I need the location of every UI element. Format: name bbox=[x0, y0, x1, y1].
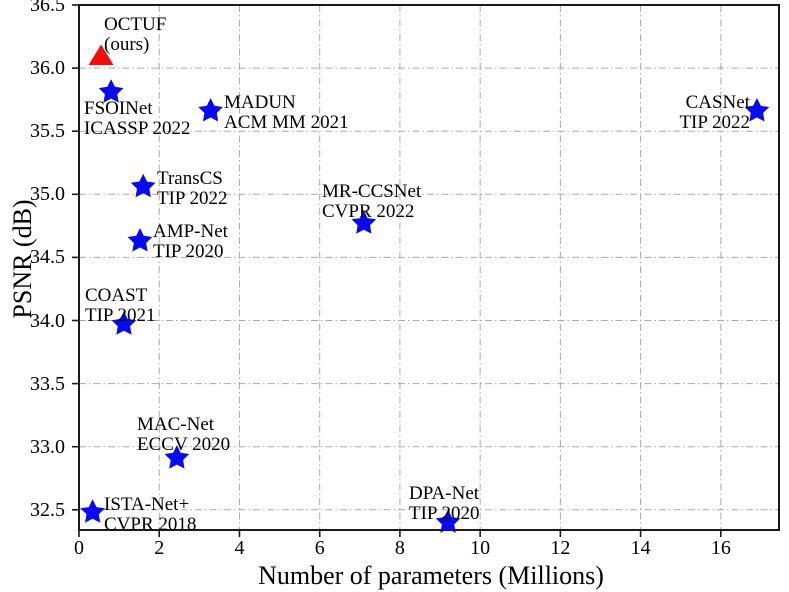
annotation-line: TransCS bbox=[157, 168, 223, 189]
annotation-line: MR-CCSNet bbox=[322, 181, 422, 202]
x-tick-label: 8 bbox=[394, 537, 405, 559]
y-tick-label: 33.0 bbox=[30, 435, 65, 458]
marker-star-FSOINet bbox=[98, 79, 124, 103]
annotation-line: TIP 2021 bbox=[85, 305, 156, 326]
annotation-line: CVPR 2018 bbox=[104, 514, 197, 535]
y-axis-title: PSNR (dB) bbox=[8, 199, 37, 319]
marker-triangle-OCTUF bbox=[88, 44, 114, 65]
annotation-line: MAC-Net bbox=[137, 414, 215, 435]
x-tick-label: 2 bbox=[154, 537, 165, 559]
x-tick-label: 16 bbox=[710, 537, 731, 559]
annotation-line: TIP 2022 bbox=[679, 112, 750, 133]
marker-star-MAC-Net bbox=[164, 445, 190, 469]
annotation-COAST: COAST TIP 2021 bbox=[85, 286, 156, 326]
annotation-line: OCTUF bbox=[104, 14, 167, 35]
x-tick-label: 4 bbox=[234, 537, 245, 559]
x-axis-title: Number of parameters (Millions) bbox=[258, 561, 604, 590]
annotation-AMP-Net: AMP-Net TIP 2020 bbox=[153, 222, 228, 262]
marker-star-DPA-Net bbox=[435, 509, 461, 533]
y-tick-label: 36.0 bbox=[30, 57, 65, 80]
y-tick-label: 34.0 bbox=[30, 309, 65, 332]
annotation-MAC-Net: MAC-Net ECCV 2020 bbox=[137, 415, 230, 455]
y-tick-label: 36.5 bbox=[30, 0, 65, 16]
annotation-line: CVPR 2022 bbox=[322, 201, 415, 222]
annotation-line: COAST bbox=[85, 285, 148, 306]
annotation-line: TIP 2020 bbox=[153, 241, 224, 262]
annotation-line: TIP 2022 bbox=[157, 188, 228, 209]
annotation-line: FSOINet bbox=[84, 98, 153, 119]
annotation-line: ICASSP 2022 bbox=[84, 118, 191, 139]
annotation-line: ECCV 2020 bbox=[137, 434, 231, 455]
x-tick-label: 12 bbox=[550, 537, 571, 559]
y-tick-label: 34.5 bbox=[30, 246, 65, 269]
marker-star-AMP-Net bbox=[127, 228, 153, 252]
y-tick-label: 35.5 bbox=[30, 120, 65, 143]
annotation-line: CASNet bbox=[685, 92, 750, 113]
x-tick-label: 14 bbox=[630, 537, 651, 559]
marker-star-COAST bbox=[111, 311, 137, 335]
annotation-line: DPA-Net bbox=[409, 483, 480, 504]
x-tick-label: 10 bbox=[470, 537, 491, 559]
annotation-line: TIP 2020 bbox=[409, 503, 480, 524]
annotation-ISTA-Net+: ISTA-Net+ CVPR 2018 bbox=[104, 495, 196, 535]
marker-star-ISTA-Net+ bbox=[80, 499, 105, 523]
marker-star-MR-CCSNet bbox=[351, 210, 377, 234]
annotation-line: AMP-Net bbox=[153, 221, 228, 242]
annotation-line: ISTA-Net+ bbox=[104, 494, 190, 515]
annotation-line: (ours) bbox=[104, 34, 150, 55]
x-tick-label: 6 bbox=[314, 537, 325, 559]
marker-star-MADUN bbox=[198, 98, 223, 122]
annotation-CASNet: CASNet TIP 2022 bbox=[679, 93, 750, 133]
annotation-line: ACM MM 2021 bbox=[224, 112, 349, 133]
y-tick-label: 33.5 bbox=[30, 372, 65, 395]
annotation-FSOINet: FSOINet ICASSP 2022 bbox=[84, 99, 190, 139]
annotation-DPA-Net: DPA-Net TIP 2020 bbox=[409, 484, 480, 524]
annotation-line: MADUN bbox=[224, 92, 296, 113]
annotation-MR-CCSNet: MR-CCSNet CVPR 2022 bbox=[322, 182, 421, 222]
annotation-TransCS: TransCS TIP 2022 bbox=[157, 169, 228, 209]
y-tick-label: 32.5 bbox=[30, 498, 65, 521]
x-tick-label: 0 bbox=[74, 537, 84, 559]
annotation-MADUN: MADUN ACM MM 2021 bbox=[224, 93, 349, 133]
annotation-OCTUF: OCTUF (ours) bbox=[104, 15, 166, 55]
plot-border bbox=[78, 4, 780, 531]
marker-star-TransCS bbox=[130, 173, 156, 198]
y-tick-label: 35.0 bbox=[30, 183, 65, 206]
marker-star-CASNet bbox=[744, 98, 770, 122]
